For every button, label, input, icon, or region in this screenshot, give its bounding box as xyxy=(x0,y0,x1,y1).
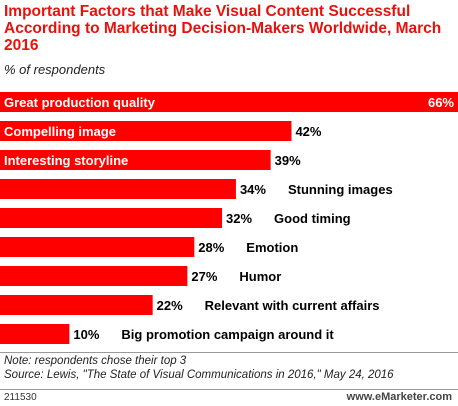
brand-logo[interactable]: www.eMarketer.com xyxy=(346,391,452,403)
footer-divider xyxy=(0,389,458,390)
category-label: Humor xyxy=(239,269,281,284)
bar xyxy=(0,266,188,286)
notes: Note: respondents chose their top 3 Sour… xyxy=(4,354,394,382)
value-label: 28% xyxy=(198,240,224,255)
category-label: Interesting storyline xyxy=(4,153,128,168)
category-label: Big promotion campaign around it xyxy=(121,327,334,342)
bar xyxy=(0,92,458,112)
bar xyxy=(0,324,70,344)
bar xyxy=(0,150,271,170)
value-label: 66% xyxy=(428,95,454,110)
bar xyxy=(0,121,292,141)
value-label: 27% xyxy=(191,269,217,284)
value-label: 34% xyxy=(240,182,266,197)
category-label: Emotion xyxy=(246,240,298,255)
category-label: Good timing xyxy=(274,211,351,226)
note-text: Note: respondents chose their top 3 xyxy=(4,355,187,367)
bar-chart: Great production quality 66% Compelling im… xyxy=(0,92,458,344)
footer: 211530 www.eMarketer.com xyxy=(0,391,458,406)
chart-subtitle: % of respondents xyxy=(4,62,106,77)
bar xyxy=(0,208,223,228)
bar xyxy=(0,179,236,199)
value-label: 32% xyxy=(226,211,252,226)
source-text: Source: Lewis, "The State of Visual Comm… xyxy=(4,369,394,381)
note-divider xyxy=(0,352,458,353)
category-label: Compelling image xyxy=(4,124,116,139)
category-label: Stunning images xyxy=(288,182,393,197)
chart-title: Important Factors that Make Visual Conte… xyxy=(4,3,442,54)
value-label: 39% xyxy=(275,153,301,168)
chart-id: 211530 xyxy=(4,392,37,403)
bar xyxy=(0,237,195,257)
category-label: Relevant with current affairs xyxy=(205,298,380,313)
bar xyxy=(0,295,153,315)
category-label: Great production quality xyxy=(4,95,156,110)
value-label: 22% xyxy=(157,298,183,313)
value-label: 10% xyxy=(73,327,99,342)
value-label: 42% xyxy=(295,124,321,139)
